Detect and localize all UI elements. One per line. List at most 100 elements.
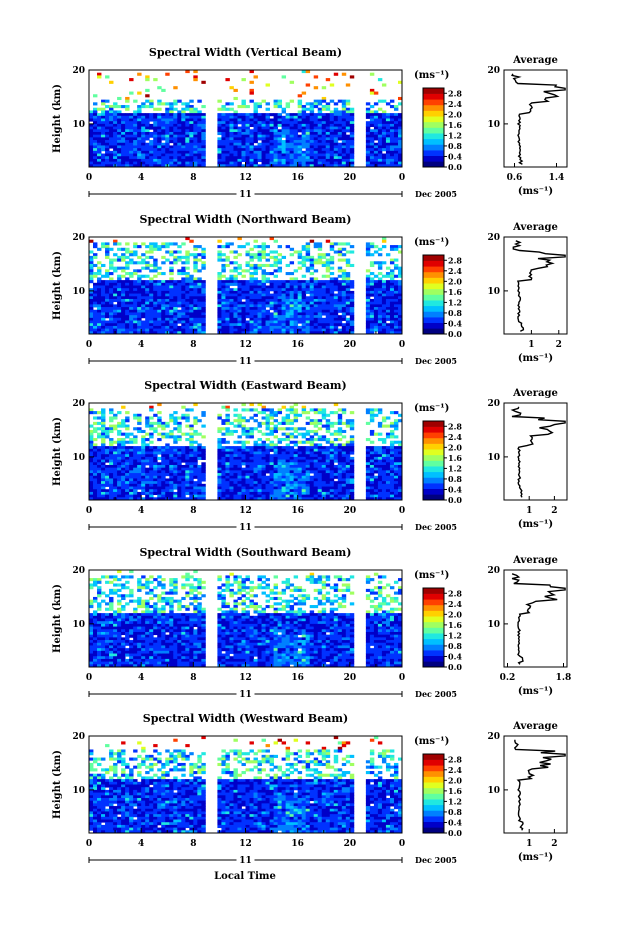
heatmap-cell (185, 491, 190, 496)
heatmap-cell (161, 282, 166, 286)
heatmap-cell (153, 247, 158, 251)
heatmap-cell (321, 274, 327, 278)
heatmap-cell (229, 293, 234, 297)
heatmap-cell (221, 432, 226, 436)
heatmap-cell (105, 123, 110, 127)
heatmap-cell (293, 454, 299, 458)
heatmap-cell (229, 142, 234, 146)
heatmap-cell (269, 293, 274, 297)
heatmap-cell (289, 148, 295, 152)
heatmap-cell (165, 129, 170, 133)
heatmap-cell (289, 282, 295, 286)
heatmap-cell (117, 443, 122, 447)
heatmap-cell (161, 432, 166, 436)
heatmap-cell (297, 266, 303, 270)
heatmap-cell (89, 126, 94, 130)
heatmap-cell (293, 478, 299, 482)
heatmap-cell (261, 126, 266, 130)
heatmap-cell (289, 280, 295, 284)
heatmap-cell (241, 486, 246, 490)
heatmap-cell (397, 309, 403, 313)
heatmap-cell (185, 237, 190, 241)
heatmap-cell (117, 320, 122, 324)
heatmap-cell (257, 497, 262, 501)
heatmap-cell (289, 298, 295, 303)
heatmap-cell (141, 296, 146, 300)
heatmap-cell (249, 464, 254, 469)
heatmap-cell (317, 312, 323, 316)
colorbar-tick-label: 0.8 (448, 308, 462, 318)
heatmap-cell (329, 309, 335, 313)
heatmap-cell (317, 126, 323, 130)
heatmap-cell (237, 142, 242, 146)
heatmap-cell (245, 142, 250, 146)
heatmap-cell (277, 293, 283, 297)
heatmap-cell (193, 280, 198, 284)
heatmap-cell (237, 424, 242, 428)
heatmap-cell (177, 282, 182, 286)
heatmap-cell (293, 285, 299, 289)
heatmap-cell (221, 301, 226, 305)
heatmap-cell (129, 307, 134, 311)
heatmap-cell (237, 497, 242, 501)
heatmap-cell (113, 328, 118, 332)
heatmap-cell (201, 150, 206, 154)
heatmap-cell (217, 126, 222, 130)
heatmap-cell (397, 131, 403, 136)
heatmap-cell (117, 421, 122, 425)
heatmap-cell (129, 323, 134, 327)
heatmap-cell (297, 137, 303, 141)
heatmap-cell (381, 290, 387, 294)
heatmap-cell (145, 416, 150, 420)
heatmap-cell (225, 459, 230, 463)
heatmap-cell (189, 454, 194, 458)
heatmap-cell (373, 121, 379, 125)
heatmap-cell (325, 140, 331, 144)
heatmap-cell (185, 456, 190, 460)
heatmap-cell (249, 255, 254, 259)
heatmap-cell (197, 489, 202, 493)
heatmap-cell (373, 158, 379, 163)
heatmap-cell (149, 408, 154, 412)
heatmap-cell (325, 320, 331, 324)
heatmap-cell (261, 307, 266, 311)
heatmap-cell (237, 413, 242, 417)
heatmap-cell (173, 115, 178, 119)
heatmap-cell (173, 102, 178, 106)
heatmap-cell (249, 494, 254, 498)
heatmap-cell (121, 298, 126, 303)
heatmap-cell (137, 320, 142, 324)
heatmap-cell (105, 250, 110, 254)
heatmap-cell (341, 126, 347, 130)
heatmap-cell (317, 328, 323, 332)
heatmap-cell (193, 416, 198, 420)
heatmap-cell (97, 277, 102, 281)
heatmap-cell (217, 459, 222, 463)
heatmap-cell (225, 451, 230, 455)
heatmap-cell (329, 134, 335, 138)
heatmap-cell (257, 137, 262, 141)
heatmap-cell (393, 307, 399, 311)
heatmap-cell (277, 456, 283, 460)
heatmap-cell (89, 153, 94, 157)
heatmap-cell (317, 247, 323, 251)
heatmap-cell (129, 486, 134, 490)
heatmap-cell (365, 164, 371, 168)
heatmap-cell (165, 158, 170, 163)
heatmap-cell (197, 467, 202, 471)
heatmap-cell (169, 121, 174, 125)
heatmap-cell (93, 304, 98, 308)
heatmap-cell (393, 153, 399, 157)
heatmap-cell (265, 137, 270, 141)
heatmap-cell (193, 118, 198, 122)
heatmap-cell (197, 312, 202, 316)
heatmap-cell (269, 315, 274, 319)
heatmap-cell (173, 142, 178, 146)
heatmap-cell (365, 134, 371, 138)
heatmap-cell (253, 325, 258, 330)
heatmap-cell (161, 121, 166, 125)
heatmap-cell (277, 309, 283, 313)
heatmap-cell (293, 325, 299, 330)
heatmap-cell (245, 145, 250, 149)
heatmap-cell (197, 288, 202, 292)
